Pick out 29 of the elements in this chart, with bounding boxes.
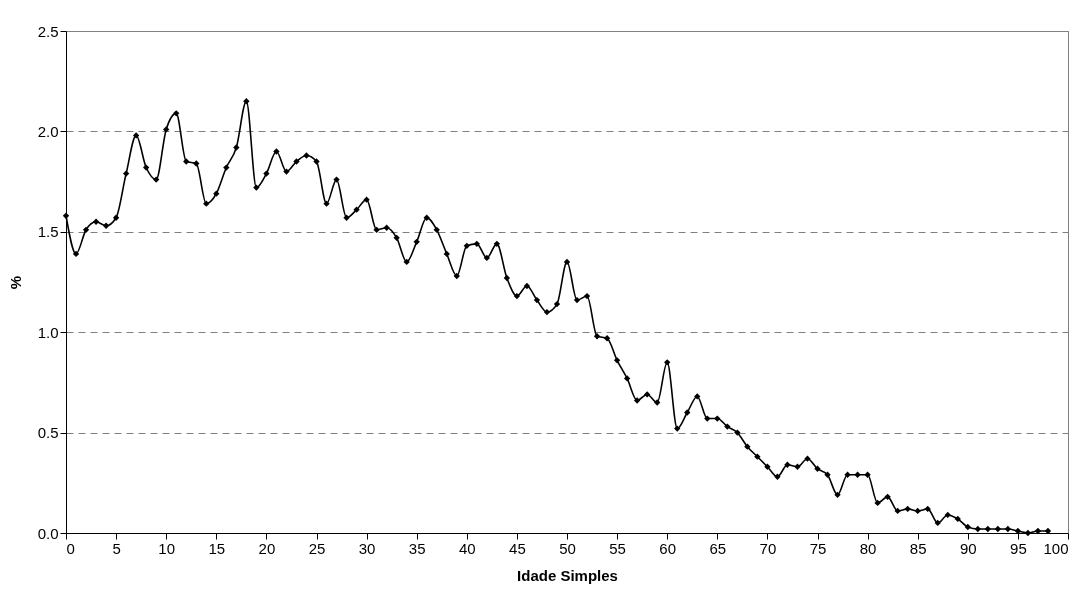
x-tick-label: 100 [1043,539,1069,557]
x-tick-label: 95 [1010,539,1027,557]
y-tick-label: 1.0 [37,323,59,341]
y-tick-label: 2.0 [37,122,59,140]
x-axis-title: Idade Simples [517,566,618,584]
x-tick-label: 30 [358,539,376,557]
x-tick-label: 25 [308,539,326,557]
x-tick-label: 45 [509,539,526,557]
x-tick-label: 65 [709,539,727,557]
y-tick-label: 2.5 [37,22,59,40]
x-tick-label: 50 [559,539,576,557]
x-tick-label: 80 [859,539,877,557]
x-tick-label: 60 [659,539,677,557]
x-tick-label: 90 [959,539,977,557]
x-tick-label: 15 [208,539,226,557]
x-tick-label: 75 [809,539,827,557]
x-tick-label: 85 [909,539,927,557]
x-tick-label: 20 [258,539,276,557]
y-tick-label: 0.5 [37,424,59,442]
x-tick-label: 5 [112,539,121,557]
x-tick-label: 70 [759,539,777,557]
y-axis-title: % [6,275,24,290]
x-tick-label: 40 [458,539,476,557]
x-tick-label: 55 [609,539,626,557]
x-tick-label: 10 [158,539,176,557]
y-tick-label: 1.5 [37,223,59,241]
x-tick-label: 35 [408,539,426,557]
x-tick-label: 0 [66,539,75,557]
y-tick-label: 0.0 [37,524,59,542]
